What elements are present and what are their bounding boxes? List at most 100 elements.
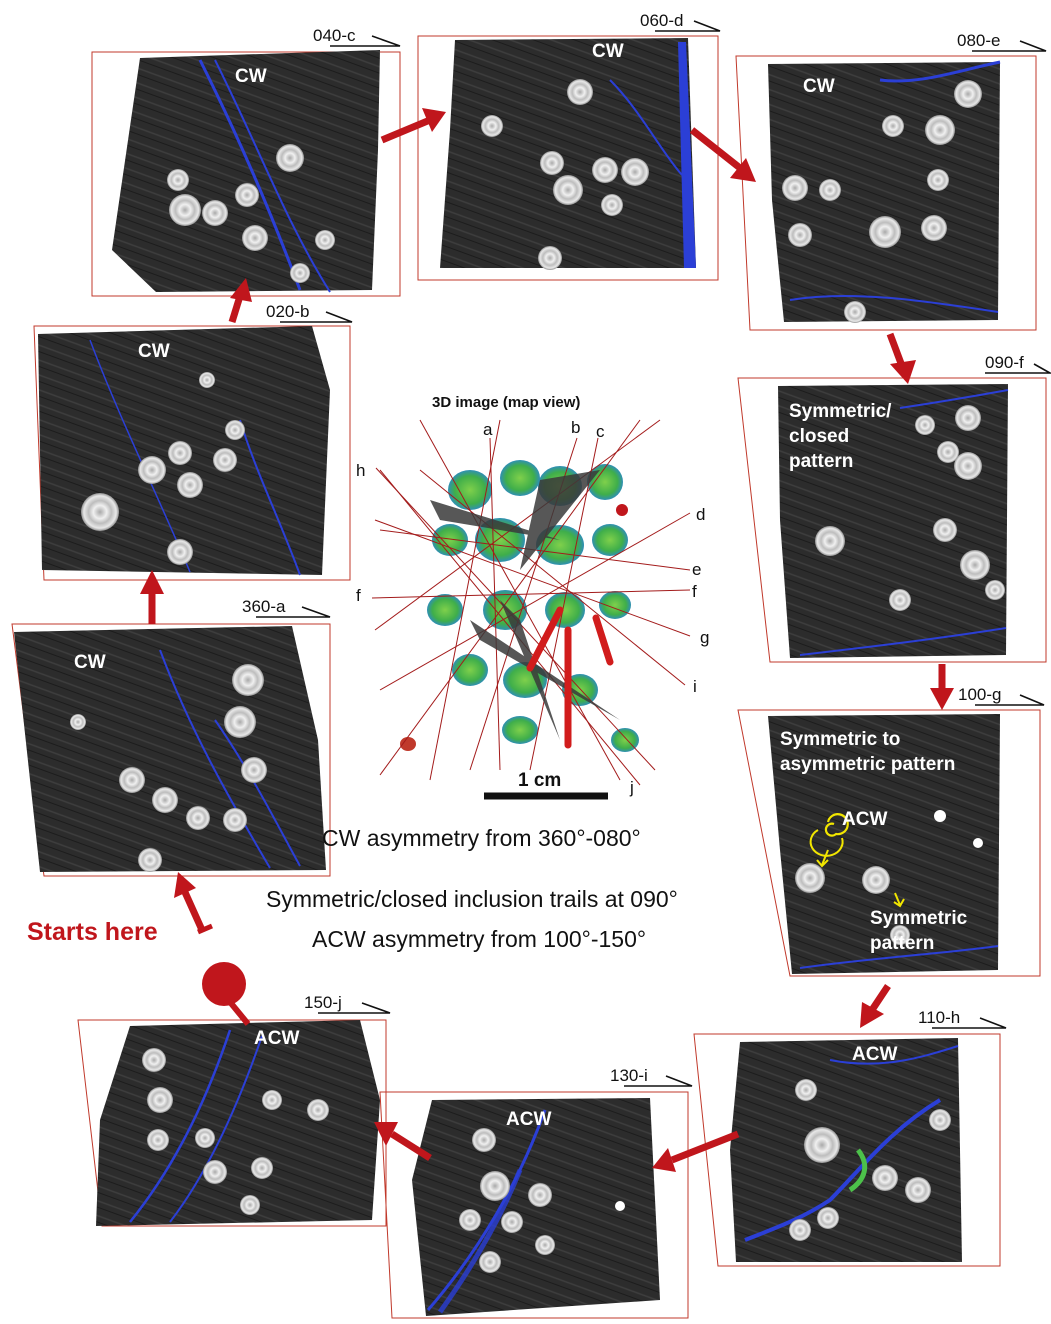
vein <box>159 649 271 869</box>
rock-slice <box>440 38 696 268</box>
garnet-cluster <box>70 664 267 872</box>
panel-frame <box>417 35 719 281</box>
panel-frame <box>91 51 401 297</box>
vein <box>214 59 331 293</box>
sense-label: ACW <box>842 809 887 830</box>
panel-360-a: CW 360-a <box>11 597 331 877</box>
garnet-cluster <box>789 1079 951 1241</box>
arrow-100g-to-110h <box>860 984 891 1028</box>
plane-label-h: h <box>356 461 365 480</box>
rock-slice <box>96 1020 380 1226</box>
panel-tag: 130-i <box>610 1066 648 1085</box>
vein <box>799 945 999 969</box>
panel-tag: 100-g <box>958 685 1001 704</box>
panel-060-d: CW 060-d <box>417 11 721 281</box>
vein <box>789 294 999 313</box>
vein <box>829 1045 959 1065</box>
arrow-020b-to-040c <box>228 278 252 324</box>
vein <box>437 1169 523 1314</box>
garnet-cluster <box>167 144 335 283</box>
garnet-cluster <box>142 1048 329 1215</box>
note-line-1: Symmetric/ <box>789 401 892 422</box>
vein <box>899 389 1009 409</box>
panel-tag: 110-h <box>918 1008 960 1027</box>
arrow-360a-to-020b <box>140 570 164 624</box>
plane-label-b: b <box>571 418 580 437</box>
panel-100-g: Symmetric to asymmetric pattern ACW Symm… <box>737 685 1045 977</box>
panel-frame <box>737 709 1041 977</box>
panel-frame <box>379 1091 689 1319</box>
panel-tag: 080-e <box>957 31 1000 50</box>
vein <box>129 1029 232 1223</box>
center-title: 3D image (map view) <box>432 394 580 411</box>
note-line-2: closed <box>789 426 849 447</box>
garnet-cluster <box>481 79 649 270</box>
panel-frame <box>33 325 351 581</box>
arrow-080e-to-090f <box>886 332 916 384</box>
center-3d-image: 3D image (map view) <box>356 394 709 800</box>
dip-symbol <box>985 363 1051 374</box>
garnet-axes <box>526 606 614 749</box>
dip-symbol <box>972 40 1047 52</box>
dip-symbol <box>280 311 353 323</box>
garnet-cluster <box>782 80 982 323</box>
panel-150-j: ACW 150-j <box>77 993 391 1227</box>
vein <box>609 79 683 176</box>
dip-symbol <box>975 694 1045 706</box>
sub-note-line-1: Symmetric <box>870 908 968 929</box>
caption-acw: ACW asymmetry from 100°-150° <box>312 926 646 952</box>
vein-green <box>848 1148 868 1193</box>
sense-label: CW <box>235 66 267 87</box>
panel-tag: 360-a <box>242 597 286 616</box>
dip-symbol <box>256 606 331 618</box>
note-line-1: Symmetric to <box>780 729 900 750</box>
panel-tag: 060-d <box>640 11 683 30</box>
plane-label-g: g <box>700 628 709 647</box>
panel-040-c: CW 040-c <box>91 26 401 297</box>
dip-symbol <box>655 20 721 32</box>
caption-cw: CW asymmetry from 360°-080° <box>322 825 641 851</box>
vein <box>169 1035 263 1223</box>
sense-label: ACW <box>852 1044 897 1065</box>
acw-spiral-annotation <box>809 813 905 908</box>
sense-label: CW <box>592 41 624 62</box>
panel-frame <box>693 1033 1001 1267</box>
arrow-110h-to-130i <box>652 1130 740 1172</box>
vein <box>879 60 1001 83</box>
plane-label-d: d <box>696 505 705 524</box>
rock-slice <box>730 1038 962 1262</box>
panel-tag: 150-j <box>304 993 342 1012</box>
panel-130-i: ACW 130-i <box>379 1066 693 1319</box>
plane-label-f-left: f <box>356 586 361 605</box>
vein <box>799 627 1007 656</box>
plane-label-e: e <box>692 560 701 579</box>
sense-label: CW <box>74 652 106 673</box>
vein <box>198 59 302 291</box>
vein <box>426 1109 547 1311</box>
arrow-090f-to-100g <box>930 664 954 710</box>
slice-planes <box>371 419 691 786</box>
plane-label-c: c <box>596 422 605 441</box>
arrow-start-to-360a <box>174 872 213 935</box>
sub-note-line-2: pattern <box>870 933 934 954</box>
arrow-130i-to-150j <box>374 1122 432 1161</box>
panel-020-b: CW 020-b <box>33 302 353 581</box>
scale-label: 1 cm <box>518 770 561 791</box>
panel-tag: 020-b <box>266 302 309 321</box>
garnet-cluster <box>459 1128 625 1273</box>
dip-symbol <box>330 35 401 47</box>
vein <box>744 1098 942 1242</box>
plane-label-i: i <box>693 677 697 696</box>
note-line-3: pattern <box>789 451 853 472</box>
arrow-060d-to-080e <box>689 127 756 182</box>
vein <box>214 719 301 867</box>
panel-080-e: CW 080-e <box>735 31 1047 331</box>
panel-frame <box>737 377 1047 663</box>
start-marker <box>202 962 251 1026</box>
note-line-2: asymmetric pattern <box>780 754 955 775</box>
vein <box>239 419 301 576</box>
panel-tag: 040-c <box>313 26 356 45</box>
panel-tag: 090-f <box>985 353 1024 372</box>
plane-label-a: a <box>483 420 493 439</box>
sense-label: CW <box>138 341 170 362</box>
